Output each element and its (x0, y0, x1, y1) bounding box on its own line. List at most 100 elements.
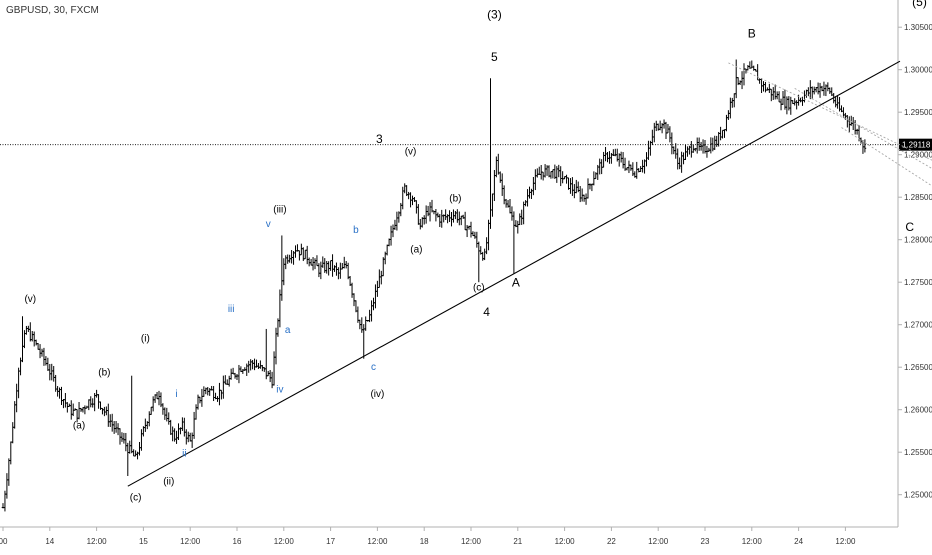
ohlc-bar (183, 418, 186, 437)
ohlc-bar (134, 450, 137, 456)
ohlc-bar (411, 196, 414, 206)
ohlc-bar (559, 166, 562, 186)
ohlc-bar (23, 330, 26, 348)
ohlc-bar (121, 432, 124, 442)
ohlc-bar (655, 121, 658, 131)
wave-label: 3 (376, 132, 383, 146)
ohlc-bar (84, 405, 87, 414)
ohlc-bar (191, 433, 194, 448)
ohlc-bar (33, 332, 36, 347)
wave-label: (5) (912, 0, 927, 9)
ohlc-bar (401, 187, 404, 210)
ohlc-bar (671, 132, 674, 154)
ohlc-bar (659, 121, 662, 131)
wave-label: (a) (410, 244, 422, 255)
ohlc-bar (314, 258, 317, 269)
ohlc-bar (676, 149, 679, 170)
ohlc-bar (778, 91, 781, 102)
ohlc-bar (15, 384, 18, 413)
ohlc-bar (600, 159, 603, 174)
ohlc-bar (284, 255, 287, 269)
ohlc-bar (31, 331, 34, 341)
ohlc-bar (836, 96, 839, 109)
ohlc-bar (678, 157, 681, 169)
ohlc-bar (351, 283, 354, 298)
ohlc-bar (423, 215, 426, 224)
ohlc-bar (669, 126, 672, 142)
ohlc-bar (684, 145, 687, 160)
ohlc-bar (690, 141, 693, 158)
time-tick-label: 15 (139, 537, 148, 546)
ohlc-bar (203, 386, 206, 396)
time-tick-label: 12:00 (835, 537, 856, 546)
ohlc-bar (573, 184, 576, 198)
price-tick-label: 1.26000 (904, 406, 932, 415)
ohlc-bar (526, 189, 529, 206)
ohlc-bar (290, 250, 293, 263)
ohlc-bar (544, 164, 547, 177)
ohlc-bar (721, 130, 724, 138)
ohlc-bar (271, 372, 274, 388)
ohlc-bar (201, 389, 204, 407)
ohlc-bar (696, 138, 699, 154)
ohlc-bar (782, 91, 785, 105)
time-tick-label: 12:00 (274, 537, 295, 546)
price-tick-label: 1.27000 (904, 321, 932, 330)
price-tick-label: 1.30000 (904, 66, 932, 75)
ohlc-bar (68, 404, 71, 407)
wave-label: (c) (130, 493, 142, 504)
ohlc-bar (39, 344, 42, 358)
ohlc-bar (320, 262, 323, 279)
ohlc-bar (768, 84, 771, 93)
wave-label: 4 (483, 305, 490, 319)
ohlc-bar (43, 348, 46, 366)
ohlc-bar (361, 317, 364, 333)
ohlc-bar (91, 398, 94, 407)
ohlc-bar (470, 222, 473, 238)
ohlc-bar (795, 100, 798, 109)
wave-label: A (512, 275, 520, 289)
ohlc-bar (481, 252, 484, 261)
ohlc-bar (444, 209, 447, 220)
ohlc-bar (698, 138, 701, 151)
ohlc-bar (524, 200, 527, 206)
ohlc-bar (595, 172, 598, 178)
channel-line[interactable] (795, 88, 932, 286)
ohlc-bar (499, 171, 502, 182)
ohlc-bar (10, 442, 13, 465)
wave-label: c (371, 362, 376, 373)
ohlc-bar (222, 376, 225, 399)
ohlc-bar (380, 271, 383, 285)
ohlc-bar (97, 394, 100, 409)
ohlc-bar (743, 63, 746, 85)
ohlc-bar (579, 186, 582, 202)
ohlc-bar (259, 360, 262, 368)
ohlc-bar (11, 422, 14, 443)
ohlc-bar (281, 235, 284, 300)
ohlc-bar (113, 421, 116, 434)
ohlc-bar (138, 442, 141, 455)
ohlc-bar (49, 364, 52, 380)
ohlc-bar (347, 263, 350, 279)
ohlc-bar (238, 365, 241, 383)
ohlc-bar (692, 144, 695, 153)
wave-label: (ii) (163, 477, 174, 488)
ohlc-bar (392, 225, 395, 238)
ohlc-bar (589, 183, 592, 189)
price-tick-label: 1.27500 (904, 278, 932, 287)
ohlc-bar (518, 213, 521, 225)
ohlc-bar (107, 404, 110, 427)
ohlc-bar (419, 219, 422, 229)
trendline[interactable] (128, 61, 900, 486)
ohlc-bar (554, 165, 557, 179)
ohlc-bar (19, 358, 22, 376)
ohlc-bar (569, 178, 572, 194)
ohlc-bar (807, 87, 810, 96)
ohlc-bar (167, 412, 170, 424)
time-tick-label: 14 (45, 537, 54, 546)
ohlc-bar (505, 199, 508, 208)
annotation-lines: 1.29118 (0, 61, 932, 486)
